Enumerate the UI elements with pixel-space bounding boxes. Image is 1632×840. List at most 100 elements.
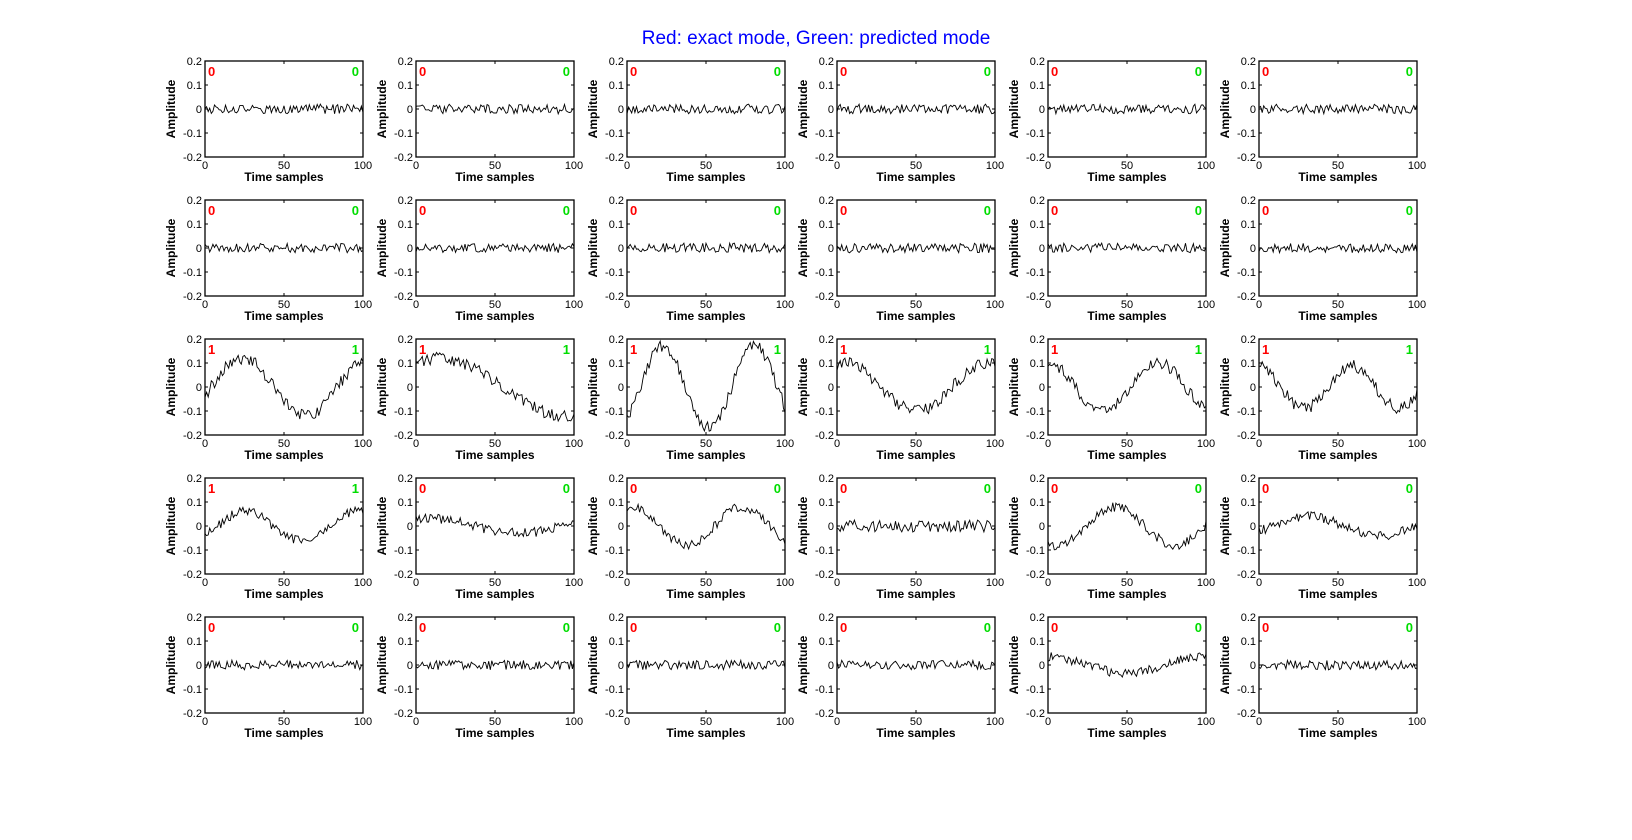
signal-line xyxy=(1258,103,1418,116)
predicted-mode-label: 0 xyxy=(563,64,570,79)
x-tick-label: 100 xyxy=(1408,160,1426,172)
y-tick-label: 0.1 xyxy=(1241,80,1256,92)
x-tick-label: 50 xyxy=(1121,299,1133,311)
x-tick-label: 100 xyxy=(776,716,794,728)
x-tick-label: 0 xyxy=(1045,160,1051,172)
y-tick-label: -0.1 xyxy=(1237,406,1256,418)
y-tick-label: -0.2 xyxy=(183,291,202,303)
axes-box xyxy=(626,616,786,714)
y-tick-label: 0.1 xyxy=(819,497,834,509)
y-tick-label: -0.2 xyxy=(1237,708,1256,720)
x-tick-label: 50 xyxy=(489,160,501,172)
exact-mode-label: 0 xyxy=(419,64,426,79)
y-tick-label: 0 xyxy=(828,243,834,255)
exact-mode-label: 0 xyxy=(1051,620,1058,635)
signal-line xyxy=(836,242,996,255)
x-axis-label: Time samples xyxy=(1298,587,1377,601)
y-tick-label: 0 xyxy=(618,382,624,394)
y-tick-label: -0.1 xyxy=(394,128,413,140)
y-tick-label: 0.2 xyxy=(1030,612,1045,624)
axes-box xyxy=(204,477,364,575)
x-tick-label: 100 xyxy=(354,160,372,172)
x-tick-label: 0 xyxy=(413,577,419,589)
x-tick-label: 0 xyxy=(413,160,419,172)
y-tick-label: 0.1 xyxy=(398,219,413,231)
x-tick-label: 0 xyxy=(624,160,630,172)
y-tick-label: 0.1 xyxy=(1241,497,1256,509)
signal-line xyxy=(204,354,364,420)
y-tick-label: -0.2 xyxy=(1237,291,1256,303)
x-tick-label: 0 xyxy=(624,716,630,728)
y-axis-label: Amplitude xyxy=(375,218,389,277)
y-axis-label: Amplitude xyxy=(1218,635,1232,694)
y-tick-label: 0.1 xyxy=(1241,636,1256,648)
y-tick-label: 0.2 xyxy=(398,195,413,207)
y-tick-label: 0.2 xyxy=(609,612,624,624)
y-axis-label: Amplitude xyxy=(586,635,600,694)
signal-line xyxy=(626,241,786,255)
exact-mode-label: 0 xyxy=(840,203,847,218)
x-tick-label: 100 xyxy=(776,160,794,172)
x-tick-label: 50 xyxy=(700,299,712,311)
y-tick-label: -0.1 xyxy=(1237,267,1256,279)
x-tick-label: 100 xyxy=(1197,438,1215,450)
predicted-mode-label: 0 xyxy=(774,481,781,496)
y-tick-label: 0 xyxy=(196,521,202,533)
x-tick-label: 0 xyxy=(834,577,840,589)
y-tick-label: -0.2 xyxy=(1026,708,1045,720)
x-tick-label: 50 xyxy=(1121,716,1133,728)
y-tick-label: -0.1 xyxy=(183,128,202,140)
predicted-mode-label: 0 xyxy=(774,620,781,635)
predicted-mode-label: 0 xyxy=(1406,481,1413,496)
x-tick-label: 100 xyxy=(1197,716,1215,728)
predicted-mode-label: 0 xyxy=(1195,203,1202,218)
predicted-mode-label: 0 xyxy=(774,203,781,218)
x-tick-label: 50 xyxy=(1332,577,1344,589)
x-tick-label: 50 xyxy=(278,577,290,589)
x-tick-label: 50 xyxy=(1332,716,1344,728)
y-tick-label: 0 xyxy=(407,382,413,394)
axes-box xyxy=(1258,616,1418,714)
signal-line xyxy=(1047,357,1207,414)
predicted-mode-label: 0 xyxy=(1195,481,1202,496)
exact-mode-label: 1 xyxy=(419,342,426,357)
x-tick-label: 100 xyxy=(1408,438,1426,450)
y-tick-label: -0.1 xyxy=(605,128,624,140)
y-tick-label: -0.2 xyxy=(605,291,624,303)
y-tick-label: 0.1 xyxy=(819,219,834,231)
signal-line xyxy=(1258,360,1418,415)
y-tick-label: 0 xyxy=(828,660,834,672)
y-axis-label: Amplitude xyxy=(586,496,600,555)
x-tick-label: 100 xyxy=(1408,577,1426,589)
predicted-mode-label: 0 xyxy=(563,203,570,218)
exact-mode-label: 0 xyxy=(630,620,637,635)
signal-line xyxy=(415,242,575,254)
signal-line xyxy=(1047,103,1207,116)
signal-line xyxy=(415,659,575,671)
y-tick-label: -0.2 xyxy=(394,152,413,164)
predicted-mode-label: 0 xyxy=(563,481,570,496)
y-tick-label: -0.2 xyxy=(183,152,202,164)
x-axis-label: Time samples xyxy=(666,587,745,601)
x-tick-label: 100 xyxy=(776,577,794,589)
x-axis-label: Time samples xyxy=(666,309,745,323)
y-tick-label: 0.2 xyxy=(819,334,834,346)
x-axis-label: Time samples xyxy=(1087,587,1166,601)
x-tick-label: 50 xyxy=(700,438,712,450)
y-tick-label: -0.1 xyxy=(1026,406,1045,418)
y-tick-label: 0.1 xyxy=(187,219,202,231)
exact-mode-label: 0 xyxy=(1051,203,1058,218)
x-axis-label: Time samples xyxy=(1087,309,1166,323)
predicted-mode-label: 1 xyxy=(984,342,991,357)
exact-mode-label: 1 xyxy=(840,342,847,357)
x-tick-label: 0 xyxy=(1256,438,1262,450)
y-tick-label: 0.1 xyxy=(1030,497,1045,509)
x-axis-label: Time samples xyxy=(876,170,955,184)
x-tick-label: 100 xyxy=(354,577,372,589)
